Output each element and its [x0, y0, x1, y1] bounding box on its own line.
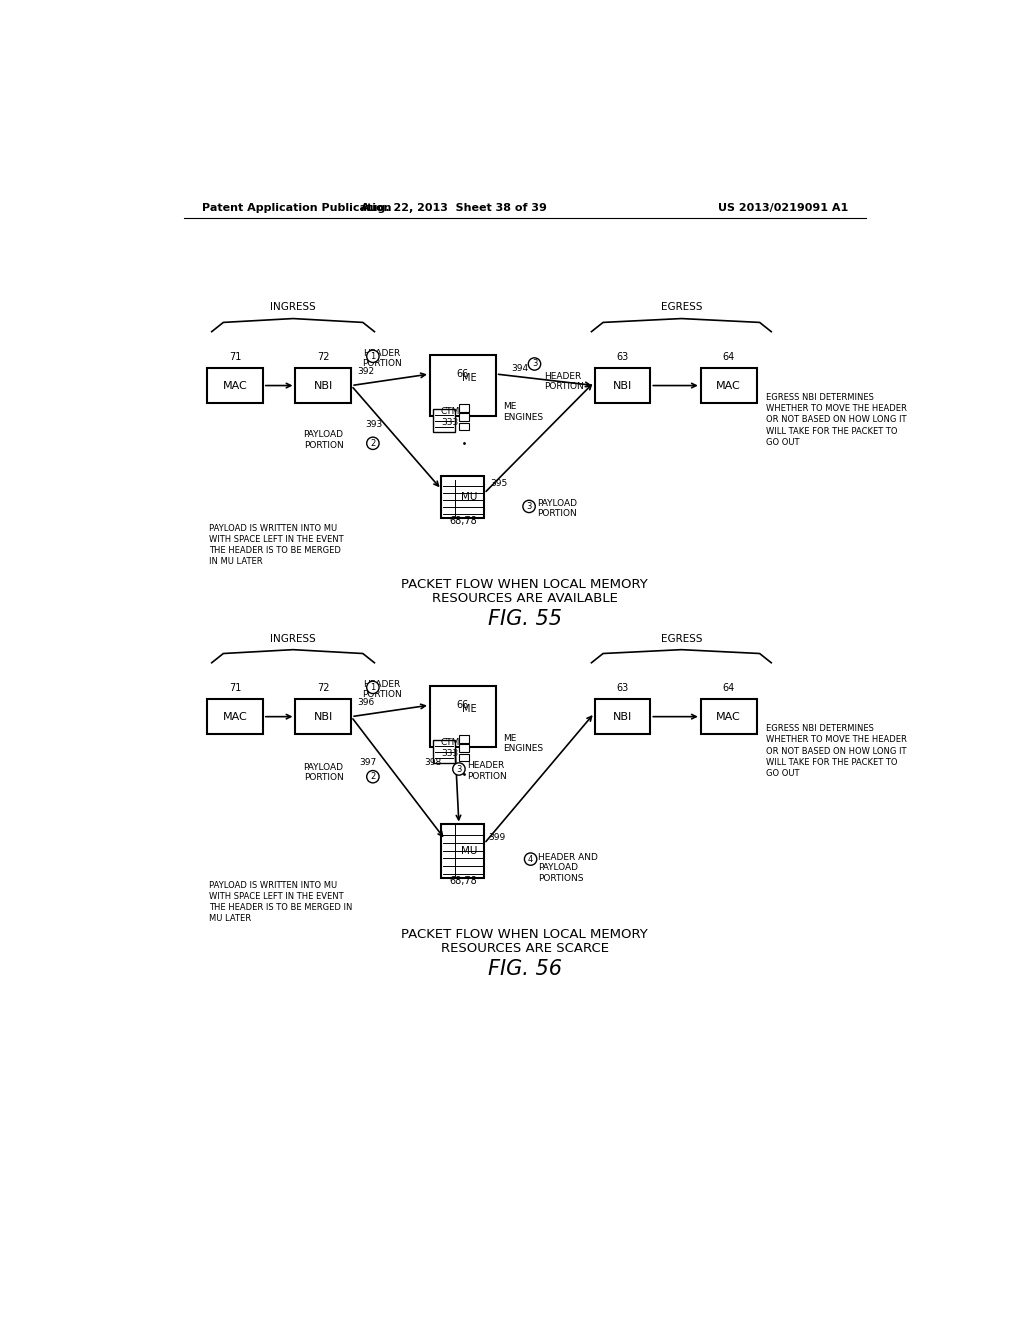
Bar: [460, 744, 469, 752]
Text: MU: MU: [461, 492, 477, 502]
Text: EGRESS NBI DETERMINES
WHETHER TO MOVE THE HEADER
OR NOT BASED ON HOW LONG IT
WIL: EGRESS NBI DETERMINES WHETHER TO MOVE TH…: [766, 393, 906, 446]
Text: 1: 1: [371, 352, 376, 360]
Bar: [460, 735, 469, 743]
Text: PAYLOAD
PORTION: PAYLOAD PORTION: [303, 430, 343, 450]
Text: 398: 398: [424, 759, 441, 767]
Text: 393: 393: [366, 420, 382, 429]
Text: RESOURCES ARE SCARCE: RESOURCES ARE SCARCE: [440, 942, 609, 956]
Bar: [207, 700, 263, 734]
Text: NBI: NBI: [313, 380, 333, 391]
Text: 2: 2: [371, 772, 376, 781]
Text: 396: 396: [357, 698, 375, 708]
Text: ME
ENGINES: ME ENGINES: [503, 734, 543, 752]
Text: 2: 2: [371, 438, 376, 447]
Bar: [460, 754, 469, 762]
Text: PAYLOAD
PORTION: PAYLOAD PORTION: [303, 763, 343, 783]
Text: 392: 392: [357, 367, 375, 376]
Text: MU: MU: [461, 846, 477, 857]
Text: 63: 63: [616, 684, 629, 693]
Text: PAYLOAD IS WRITTEN INTO MU
WITH SPACE LEFT IN THE EVENT
THE HEADER IS TO BE MERG: PAYLOAD IS WRITTEN INTO MU WITH SPACE LE…: [209, 524, 344, 566]
Bar: [460, 404, 469, 412]
Text: MAC: MAC: [716, 380, 741, 391]
Text: 71: 71: [228, 352, 241, 362]
Text: HEADER
PORTION: HEADER PORTION: [544, 372, 584, 391]
Text: MAC: MAC: [716, 711, 741, 722]
Text: Aug. 22, 2013  Sheet 38 of 39: Aug. 22, 2013 Sheet 38 of 39: [360, 203, 547, 213]
Text: 64: 64: [723, 352, 735, 362]
Circle shape: [453, 763, 465, 775]
Text: 64: 64: [723, 684, 735, 693]
Bar: [207, 368, 263, 403]
Circle shape: [367, 681, 379, 693]
Text: 63: 63: [616, 352, 629, 362]
Text: 3: 3: [526, 502, 531, 511]
Bar: [295, 368, 351, 403]
Text: 68,78: 68,78: [449, 516, 477, 527]
Text: HEADER AND
PAYLOAD
PORTIONS: HEADER AND PAYLOAD PORTIONS: [539, 853, 598, 883]
Bar: [295, 700, 351, 734]
Text: 3: 3: [531, 359, 538, 368]
Text: EGRESS: EGRESS: [660, 302, 702, 313]
Text: ME: ME: [462, 372, 476, 383]
Text: MAC: MAC: [222, 380, 248, 391]
Text: NBI: NBI: [612, 380, 632, 391]
Text: CTM
333: CTM 333: [440, 407, 460, 426]
Text: 66: 66: [457, 370, 469, 379]
Circle shape: [524, 853, 537, 866]
Circle shape: [367, 771, 379, 783]
Bar: [700, 700, 757, 734]
Text: INGRESS: INGRESS: [270, 634, 316, 644]
Text: INGRESS: INGRESS: [270, 302, 316, 313]
Bar: [430, 355, 496, 416]
Circle shape: [528, 358, 541, 370]
Text: PAYLOAD
PORTION: PAYLOAD PORTION: [537, 499, 577, 519]
Text: RESOURCES ARE AVAILABLE: RESOURCES ARE AVAILABLE: [432, 591, 617, 605]
Bar: [430, 686, 496, 747]
Text: 4: 4: [528, 854, 534, 863]
Text: NBI: NBI: [313, 711, 333, 722]
Bar: [441, 477, 484, 519]
Text: US 2013/0219091 A1: US 2013/0219091 A1: [719, 203, 849, 213]
Text: 68,78: 68,78: [449, 876, 477, 886]
Text: PAYLOAD IS WRITTEN INTO MU
WITH SPACE LEFT IN THE EVENT
THE HEADER IS TO BE MERG: PAYLOAD IS WRITTEN INTO MU WITH SPACE LE…: [209, 880, 352, 923]
Text: HEADER
PORTION: HEADER PORTION: [467, 762, 507, 780]
Circle shape: [523, 500, 536, 512]
Text: 394: 394: [511, 364, 528, 374]
Text: ME
ENGINES: ME ENGINES: [503, 403, 543, 422]
Text: Patent Application Publication: Patent Application Publication: [202, 203, 391, 213]
Text: 3: 3: [457, 764, 462, 774]
Text: 399: 399: [488, 833, 505, 842]
Text: FIG. 56: FIG. 56: [487, 960, 562, 979]
Text: 395: 395: [490, 479, 508, 488]
Text: CTM
333: CTM 333: [440, 738, 460, 758]
Text: ME: ME: [462, 704, 476, 714]
Text: NBI: NBI: [612, 711, 632, 722]
Bar: [595, 368, 650, 403]
Text: 71: 71: [228, 684, 241, 693]
Bar: [433, 739, 455, 763]
Text: MAC: MAC: [222, 711, 248, 722]
Text: 397: 397: [359, 759, 376, 767]
Circle shape: [367, 350, 379, 363]
Text: 72: 72: [317, 352, 330, 362]
Text: 66: 66: [457, 701, 469, 710]
Bar: [460, 413, 469, 421]
Bar: [441, 825, 484, 878]
Circle shape: [367, 437, 379, 450]
Text: FIG. 55: FIG. 55: [487, 609, 562, 628]
Bar: [700, 368, 757, 403]
Text: EGRESS: EGRESS: [660, 634, 702, 644]
Text: PACKET FLOW WHEN LOCAL MEMORY: PACKET FLOW WHEN LOCAL MEMORY: [401, 928, 648, 941]
Text: HEADER
PORTION: HEADER PORTION: [362, 680, 402, 700]
Bar: [595, 700, 650, 734]
Text: PACKET FLOW WHEN LOCAL MEMORY: PACKET FLOW WHEN LOCAL MEMORY: [401, 578, 648, 591]
Text: 72: 72: [317, 684, 330, 693]
Text: 1: 1: [371, 682, 376, 692]
Bar: [460, 422, 469, 430]
Text: HEADER
PORTION: HEADER PORTION: [362, 348, 402, 368]
Text: EGRESS NBI DETERMINES
WHETHER TO MOVE THE HEADER
OR NOT BASED ON HOW LONG IT
WIL: EGRESS NBI DETERMINES WHETHER TO MOVE TH…: [766, 725, 906, 777]
Bar: [433, 409, 455, 432]
